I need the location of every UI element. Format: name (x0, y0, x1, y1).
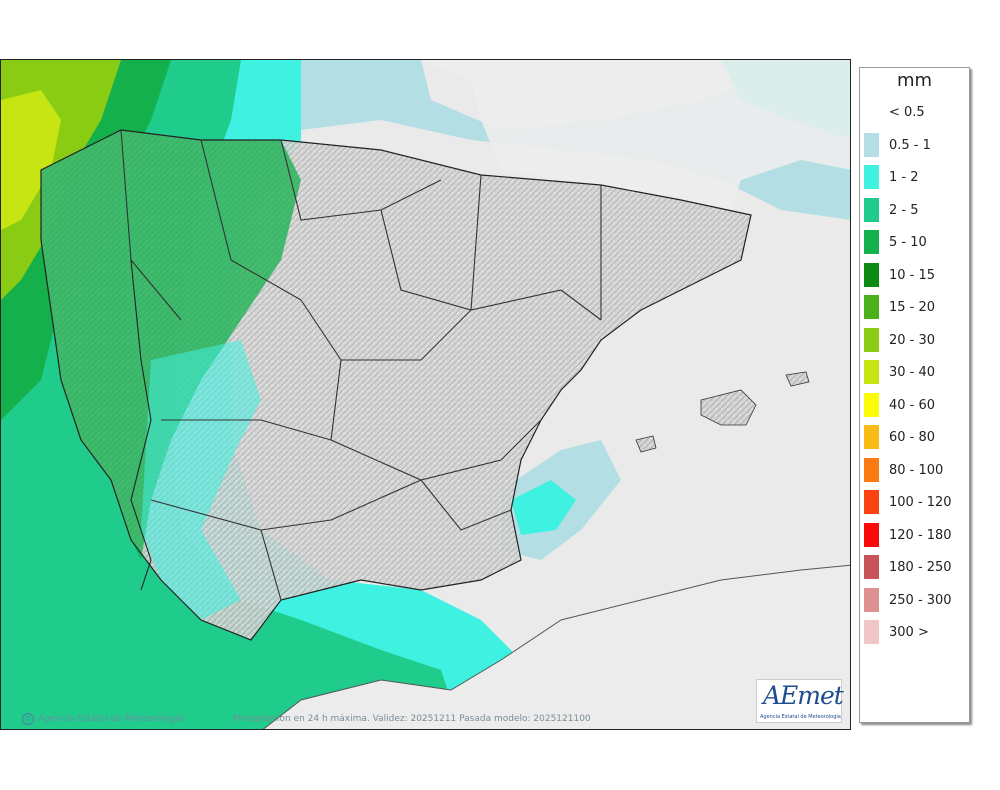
legend-item: < 0.5 (864, 98, 968, 126)
legend-label: 20 - 30 (889, 332, 936, 348)
precip-over-land-nw (41, 130, 301, 560)
legend-item: 300 > (864, 618, 968, 646)
legend-swatch (864, 587, 879, 612)
legend-swatch (864, 425, 879, 449)
legend-label: 10 - 15 (889, 267, 936, 283)
precipitation-map: © Agencia Estatal de Meteorología Precip… (0, 59, 851, 730)
legend-label: 0.5 - 1 (889, 137, 931, 153)
france-land (421, 60, 850, 210)
legend-label: 1 - 2 (889, 170, 919, 185)
legend-swatch (864, 555, 879, 579)
logo-subtitle: Agencia Estatal de Meteorología (760, 714, 841, 720)
legend-label: 300 > (889, 625, 929, 640)
precip-over-land-w (141, 340, 261, 620)
legend-label: 250 - 300 (889, 592, 952, 608)
portugal-border (130, 259, 152, 591)
iberian-coastline (40, 129, 752, 641)
legend-label: 120 - 180 (889, 527, 952, 543)
legend-item: 60 - 80 (864, 423, 968, 451)
africa-land (262, 564, 850, 729)
legend-label: 15 - 20 (889, 300, 936, 315)
map-caption: Precipitación en 24 h máxima. Validez: 2… (233, 714, 591, 724)
map-canvas (1, 60, 850, 729)
ibiza-island (635, 435, 657, 453)
legend-swatch (864, 165, 879, 189)
legend-label: 40 - 60 (889, 397, 936, 413)
menorca-island (785, 371, 810, 387)
legend-item: 100 - 120 (864, 488, 968, 516)
legend-item: 40 - 60 (864, 391, 968, 419)
legend-item: 0.5 - 1 (864, 131, 968, 159)
legend-item: 250 - 300 (864, 586, 968, 614)
legend-item: 5 - 10 (864, 228, 968, 256)
precip-field-east-1to2 (511, 480, 576, 535)
logo-text: AEmet (763, 681, 844, 710)
legend-item: 2 - 5 (864, 196, 968, 224)
legend-label: 80 - 100 (889, 462, 944, 478)
legend-label: 100 - 120 (889, 495, 952, 510)
legend-item: 1 - 2 (864, 163, 968, 191)
legend-swatch (864, 490, 879, 514)
agency-credit: Agencia Estatal de Meteorología (38, 714, 184, 724)
legend-item: 20 - 30 (864, 326, 968, 354)
legend-label: 30 - 40 (889, 365, 936, 380)
legend-swatch (864, 522, 879, 547)
legend-item: 180 - 250 (864, 553, 968, 581)
aemet-logo: AEmet Agencia Estatal de Meteorología (756, 679, 844, 723)
legend-swatch (864, 262, 879, 287)
precipitation-legend: mm < 0.5 0.5 - 1 1 - 2 2 - 5 5 - 10 10 - 15 15… (859, 67, 970, 723)
legend-item: 15 - 20 (864, 293, 968, 321)
mallorca-island (700, 389, 757, 426)
legend-label: 5 - 10 (889, 235, 927, 250)
legend-swatch (864, 620, 879, 644)
legend-swatch (864, 392, 879, 417)
legend-unit: mm (896, 70, 933, 91)
legend-item: 120 - 180 (864, 521, 968, 549)
copyright-icon: © (22, 713, 34, 725)
legend-swatch (864, 327, 879, 352)
legend-swatch (864, 360, 879, 384)
legend-label: 2 - 5 (889, 202, 919, 218)
legend-item: 80 - 100 (864, 456, 968, 484)
legend-label: 60 - 80 (889, 430, 936, 445)
legend-swatch (864, 132, 879, 157)
legend-item: 10 - 15 (864, 261, 968, 289)
legend-swatch (864, 100, 879, 124)
legend-label: 180 - 250 (889, 560, 952, 575)
legend-swatch (864, 197, 879, 222)
legend-item: 30 - 40 (864, 358, 968, 386)
legend-swatch (864, 230, 879, 254)
legend-label: < 0.5 (889, 105, 925, 120)
precip-field-west-30to40 (1, 90, 61, 230)
legend-swatch (864, 457, 879, 482)
legend-swatch (864, 295, 879, 319)
